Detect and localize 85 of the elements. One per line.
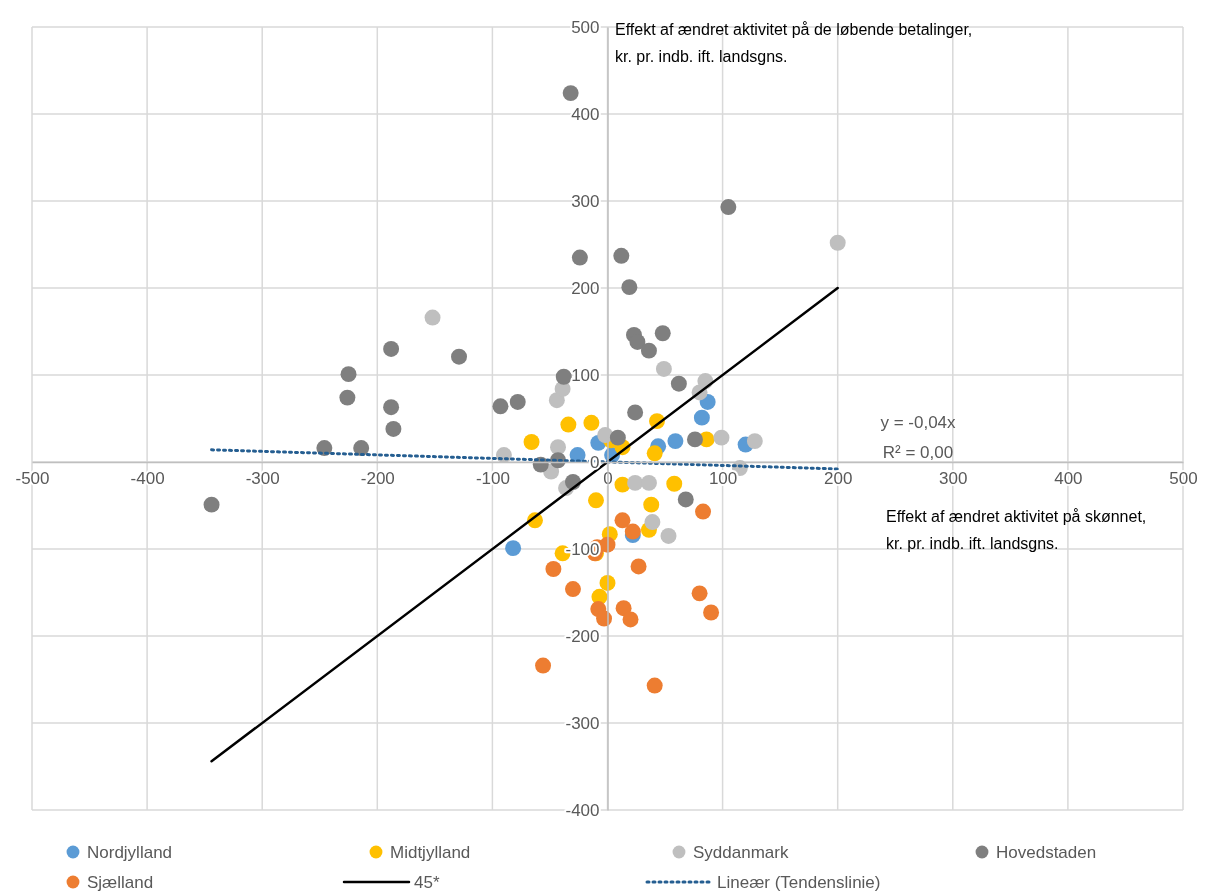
point: [564, 581, 581, 597]
point: [339, 389, 356, 406]
x-tick-label: 0: [603, 469, 613, 489]
y-tick-label: 500: [571, 17, 600, 37]
point: [550, 439, 566, 456]
y-tick-label: -200: [565, 626, 600, 646]
point: [667, 433, 684, 450]
point: [203, 496, 220, 513]
point: [627, 404, 644, 421]
point: [424, 309, 441, 326]
point: [624, 523, 641, 540]
point: [622, 611, 639, 628]
point: [693, 409, 710, 426]
point: [677, 491, 694, 508]
point: [509, 394, 526, 410]
point: [562, 85, 579, 102]
point: [660, 527, 677, 544]
point: [640, 474, 657, 491]
point: [627, 474, 644, 491]
point: [666, 475, 683, 492]
y-tick-label: -400: [565, 800, 600, 820]
point: [670, 375, 687, 392]
point: [643, 496, 660, 513]
point: [523, 434, 540, 450]
point: [505, 540, 522, 557]
annotation: R² = 0,00: [882, 443, 954, 462]
y-tick-label: 300: [571, 191, 600, 211]
point: [383, 340, 400, 357]
point: [383, 399, 400, 416]
x-tick-label: 500: [1169, 469, 1198, 489]
legend-label: Lineær (Tendenslinie): [717, 873, 881, 892]
point: [746, 433, 763, 450]
point: [545, 561, 562, 577]
point: [654, 325, 671, 342]
annotation: y = -0,04x: [880, 413, 957, 432]
x-axis-title: Effekt af ændret aktivitet på skønnet, kr. pr. indb. ift. landsgns.: [886, 508, 1147, 552]
point: [703, 604, 720, 621]
point: [646, 677, 663, 694]
legend-label: Nordjylland: [87, 843, 173, 862]
point: [640, 342, 657, 359]
x-tick-label: -400: [130, 469, 165, 489]
point: [340, 366, 357, 383]
legend-label: 45*: [414, 873, 440, 892]
legend-label: Syddanmark: [693, 843, 789, 862]
point: [691, 585, 708, 602]
x-tick-label: 200: [824, 469, 853, 489]
point: [655, 360, 672, 377]
point: [695, 503, 712, 520]
y-tick-label: 400: [571, 104, 600, 124]
point: [630, 558, 647, 575]
x-tick-label: -300: [245, 469, 280, 489]
y-tick-label: 200: [571, 278, 600, 298]
x-tick-label: -200: [360, 469, 395, 489]
point: [646, 445, 663, 462]
x-tick-label: 300: [939, 469, 968, 489]
point: [609, 429, 626, 446]
point: [571, 249, 588, 266]
x-tick-label: 400: [1054, 469, 1083, 489]
point: [720, 199, 737, 216]
legend-label: Midtjylland: [390, 843, 471, 862]
point: [588, 492, 604, 509]
point: [629, 333, 646, 350]
point: [644, 514, 661, 530]
point: [614, 512, 631, 529]
point: [555, 368, 572, 385]
point: [583, 414, 600, 431]
point: [560, 416, 577, 433]
x-tick-label: -100: [475, 469, 510, 489]
y-tick-label: 100: [571, 365, 600, 385]
legend-label: Hovedstaden: [996, 843, 1097, 862]
point: [615, 600, 632, 617]
point: [492, 398, 509, 415]
point: [829, 234, 846, 251]
point: [613, 247, 630, 264]
legend-label: Sjælland: [87, 873, 154, 892]
x-tick-label: -500: [15, 469, 50, 489]
y-tick-label: -300: [565, 713, 600, 733]
x-tick-label: 100: [708, 469, 738, 489]
y-axis-title: Effekt af ændret aktivitet på de løbende betalinger, kr. pr. indb. ift. landsgns.: [615, 21, 973, 65]
point: [621, 279, 638, 296]
point: [535, 657, 552, 674]
point: [451, 348, 467, 365]
point: [385, 420, 402, 437]
point: [687, 431, 703, 448]
point: [713, 429, 730, 446]
